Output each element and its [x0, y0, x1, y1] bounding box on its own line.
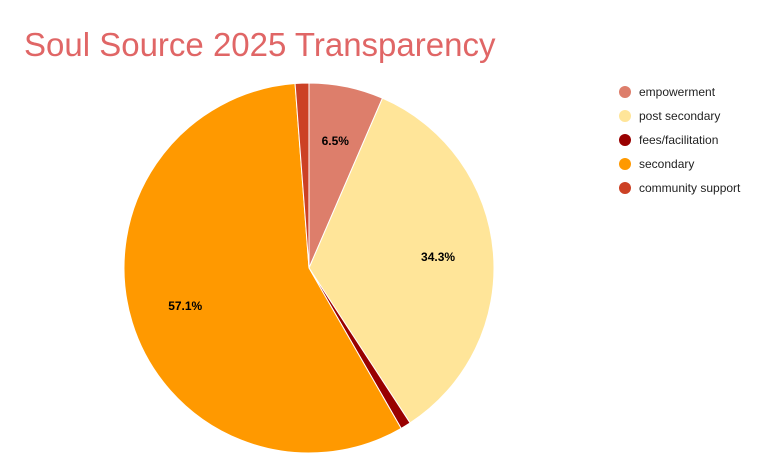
legend-label: community support: [639, 181, 741, 195]
legend: empowerment post secondary fees/facilitati…: [619, 80, 740, 200]
slice-labels: 6.5% 34.3% 57.1%: [168, 134, 455, 313]
legend-swatch: [619, 158, 631, 170]
chart-title: Soul Source 2025 Transparency: [24, 26, 496, 63]
legend-swatch: [619, 134, 631, 146]
pie-slice-community-support: [294, 82, 310, 269]
pie-slice-post-secondary: [308, 97, 495, 424]
pie-slice-secondary: [123, 82, 402, 454]
slice-label: 6.5%: [322, 134, 350, 148]
legend-label: secondary: [639, 157, 695, 171]
legend-label: empowerment: [639, 85, 716, 99]
legend-item: secondary: [619, 152, 740, 176]
legend-item: fees/facilitation: [619, 128, 740, 152]
slice-label: 57.1%: [168, 299, 202, 313]
legend-item: community support: [619, 176, 740, 200]
legend-swatch: [619, 182, 631, 194]
slice-label: 34.3%: [421, 250, 455, 264]
legend-label: post secondary: [639, 109, 721, 123]
legend-label: fees/facilitation: [639, 133, 719, 147]
legend-item: empowerment: [619, 80, 740, 104]
legend-item: post secondary: [619, 104, 740, 128]
legend-swatch: [619, 86, 631, 98]
legend-swatch: [619, 110, 631, 122]
pie-slices: [123, 82, 495, 454]
